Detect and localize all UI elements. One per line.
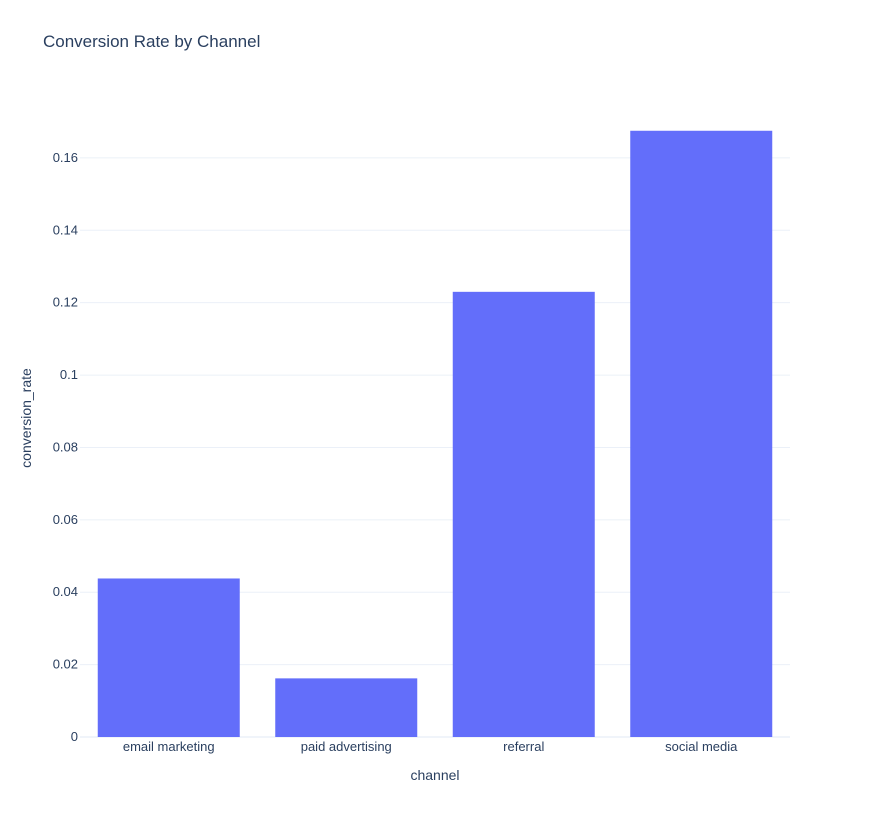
bar-social-media[interactable] xyxy=(630,130,773,737)
y-tick-label: 0.08 xyxy=(53,439,78,454)
y-tick-label: 0.04 xyxy=(53,584,78,599)
y-axis-title: conversion_rate xyxy=(18,368,34,468)
x-tick-label: social media xyxy=(665,739,738,754)
x-tick-label: email marketing xyxy=(123,739,215,754)
y-tick-label: 0.16 xyxy=(53,150,78,165)
y-tick-label: 0.02 xyxy=(53,657,78,672)
chart-title: Conversion Rate by Channel xyxy=(43,32,261,51)
x-tick-label: paid advertising xyxy=(301,739,392,754)
axes: 0 0.02 0.04 0.06 0.08 0.1 0.12 0.14 0.16 email ma… xyxy=(53,150,738,754)
bar-referral[interactable] xyxy=(452,291,595,737)
y-tick-label: 0.1 xyxy=(60,367,78,382)
bar-email-marketing[interactable] xyxy=(97,578,240,737)
bar-paid-advertising[interactable] xyxy=(275,678,418,737)
x-tick-label: referral xyxy=(503,739,544,754)
y-tick-label: 0.14 xyxy=(53,222,78,237)
x-axis-title: channel xyxy=(410,767,459,783)
y-tick-label: 0.06 xyxy=(53,512,78,527)
bars xyxy=(97,130,773,737)
y-tick-label: 0 xyxy=(71,729,78,744)
y-tick-label: 0.12 xyxy=(53,295,78,310)
